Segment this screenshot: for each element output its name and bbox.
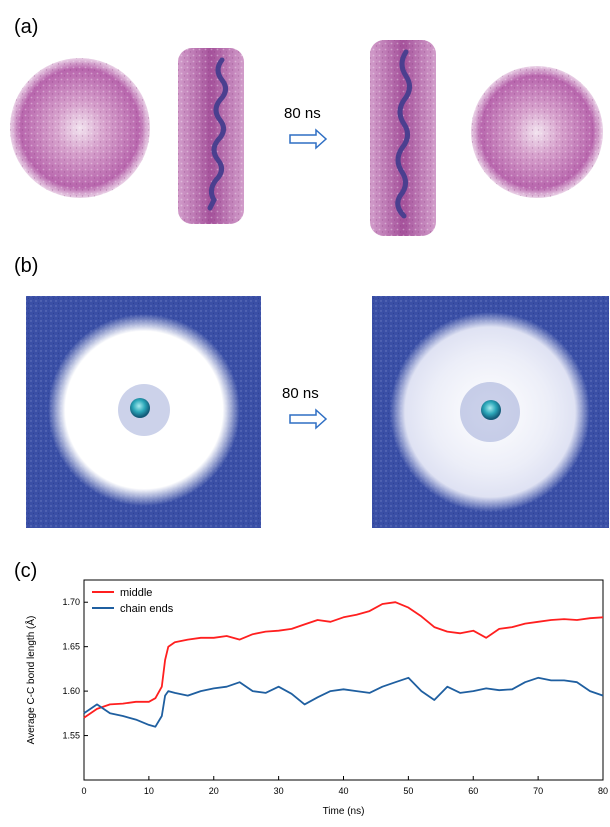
y-tick-label: 1.60 — [62, 686, 80, 696]
transition-arrow-b — [289, 408, 328, 430]
x-tick-label: 10 — [144, 786, 154, 796]
series-line-middle — [83, 601, 604, 719]
x-tick-label: 50 — [403, 786, 413, 796]
x-tick-label: 0 — [81, 786, 86, 796]
y-tick-label: 1.55 — [62, 731, 80, 741]
chart-axes: 0 10 20 30 40 50 60 70 80 1.55 1.60 1.65 1.70 — [62, 597, 608, 796]
micelle-rod-left — [178, 48, 244, 224]
micelle-disc-right — [471, 66, 603, 198]
x-tick-label: 60 — [468, 786, 478, 796]
legend-label: chain ends — [120, 603, 174, 615]
snapshot-figures — [10, 40, 609, 528]
nanotube-core-left — [130, 398, 150, 418]
chart-legend: middle chain ends — [92, 587, 174, 615]
bond-length-chart: 0 10 20 30 40 50 60 70 80 1.55 1.60 1.65 1.70 Time (… — [24, 579, 608, 817]
nanotube-core-right — [481, 400, 501, 420]
polymer-chain-right — [395, 49, 412, 219]
y-tick-label: 1.70 — [62, 597, 80, 607]
x-tick-label: 20 — [209, 786, 219, 796]
water-box-left — [26, 296, 261, 528]
x-axis-title: Time (ns) — [323, 806, 365, 817]
panel-b-arrow-label: 80 ns — [282, 385, 319, 402]
x-tick-label: 70 — [533, 786, 543, 796]
y-axis-title: Average C-C bond length (Å) — [24, 616, 37, 745]
chart-series — [83, 601, 604, 728]
panel-a-label: (a) — [14, 16, 39, 38]
x-tick-label: 30 — [274, 786, 284, 796]
transition-arrow-a — [289, 128, 328, 150]
x-tick-label: 40 — [338, 786, 348, 796]
polymer-chain-left — [207, 57, 228, 211]
panel-c-label: (c) — [14, 560, 38, 582]
series-line-chain-ends — [83, 676, 604, 728]
micelle-disc-left — [10, 58, 150, 198]
legend-label: middle — [120, 587, 152, 599]
panel-b-label: (b) — [14, 255, 39, 277]
water-box-right — [372, 296, 609, 528]
micelle-rod-right — [370, 40, 436, 236]
x-tick-label: 80 — [598, 786, 608, 796]
y-tick-label: 1.65 — [62, 642, 80, 652]
panel-a-arrow-label: 80 ns — [284, 105, 321, 122]
